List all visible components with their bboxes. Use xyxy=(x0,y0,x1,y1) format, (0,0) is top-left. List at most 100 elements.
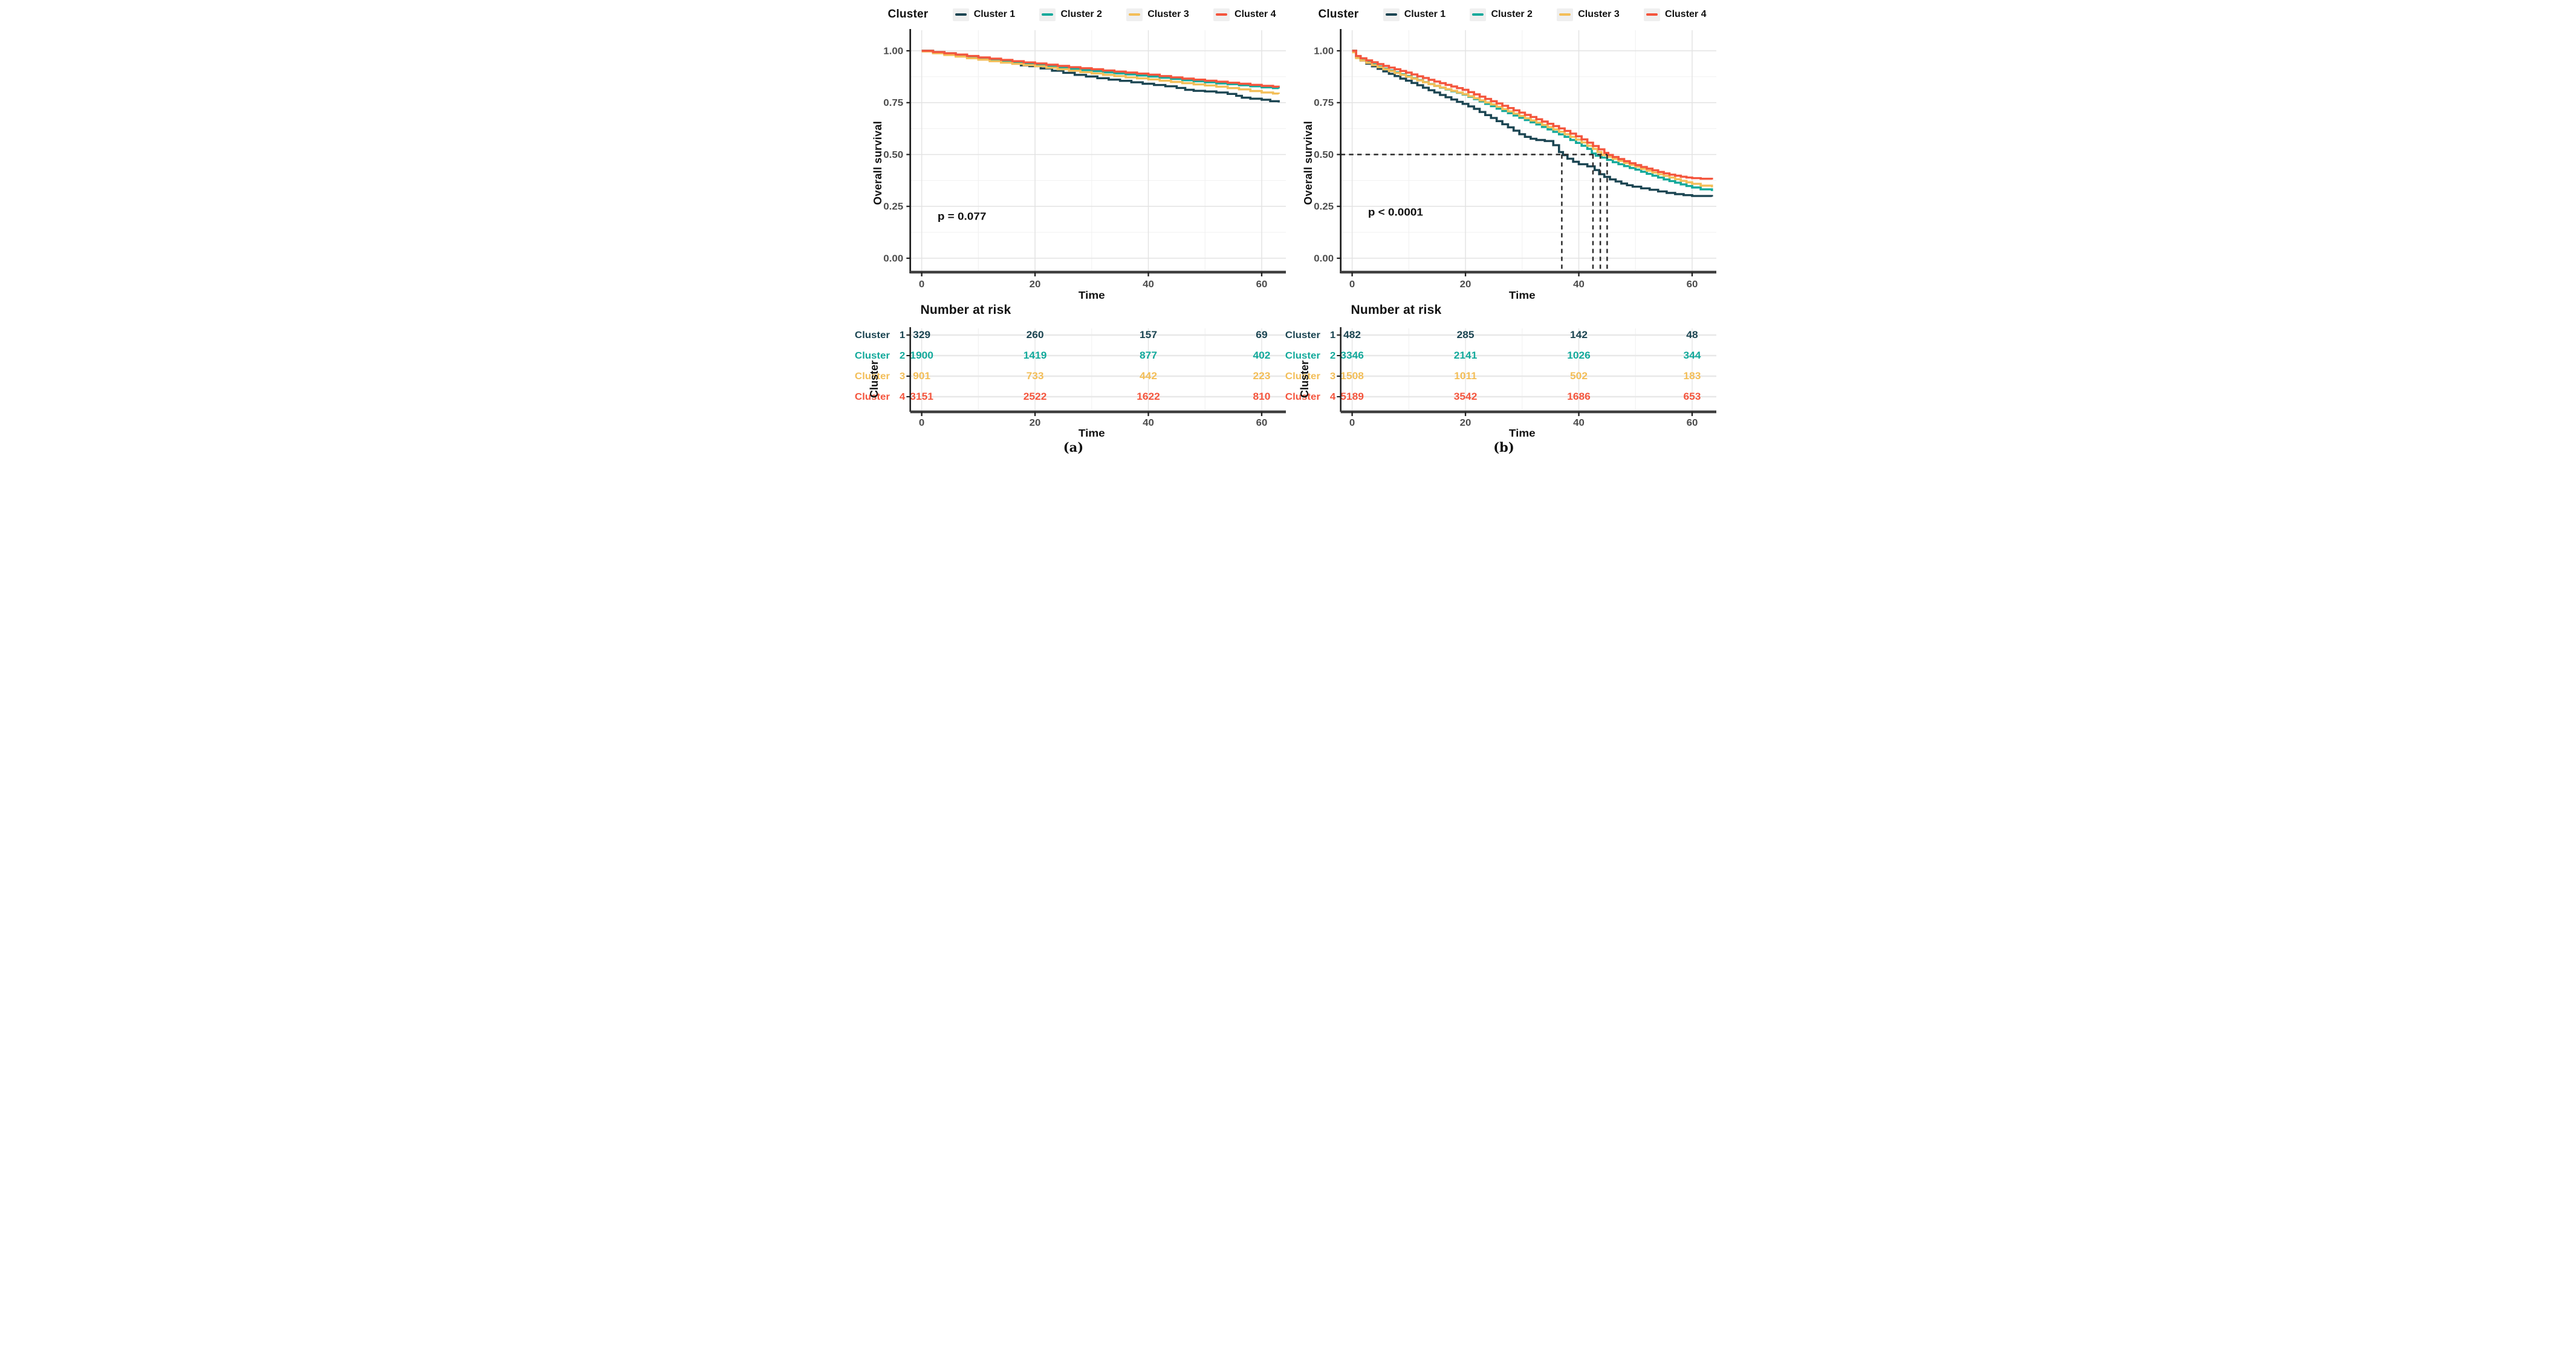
legend-item-label: Cluster 2 xyxy=(1060,9,1102,19)
legend-key-icon xyxy=(1213,8,1230,21)
legend-item-cluster-3: Cluster 3 xyxy=(1557,8,1620,21)
legend-item-cluster-1: Cluster 1 xyxy=(952,8,1016,21)
risk-value: 1686 xyxy=(1567,391,1591,402)
legend-line-swatch xyxy=(1129,13,1141,16)
y-tick-label: 1.00 xyxy=(883,46,903,57)
risk-table-title: Number at risk xyxy=(1351,303,1442,317)
legend-item-cluster-2: Cluster 2 xyxy=(1039,8,1102,21)
risk-value: 1419 xyxy=(1023,350,1046,361)
risk-value: 223 xyxy=(1253,370,1270,382)
risk-table: Cluster Cluster 1 482 285 142 48 Cluster 2 3346 2… xyxy=(1285,321,1716,439)
risk-value: 3346 xyxy=(1340,350,1364,361)
risk-value: 733 xyxy=(1026,370,1043,382)
risk-table: Cluster Cluster 1 329 260 157 69 Cluster 2 1900 1… xyxy=(854,321,1286,439)
legend-item-label: Cluster 3 xyxy=(1147,9,1189,19)
risk-x-axis-title: Time xyxy=(1508,426,1535,438)
legend-item-cluster-4: Cluster 4 xyxy=(1213,8,1276,21)
x-axis-title: Time xyxy=(1508,288,1535,301)
legend-line-swatch xyxy=(1042,13,1054,16)
risk-value: 183 xyxy=(1683,370,1701,382)
panel-letter: (a) xyxy=(1063,440,1084,455)
legend-key-icon xyxy=(1644,8,1661,21)
legend-line-swatch xyxy=(1216,13,1228,16)
risk-value: 1011 xyxy=(1454,370,1477,382)
risk-table-grid: Cluster 1 482 285 142 48 Cluster 2 3346 2141 1026 3… xyxy=(1285,321,1716,439)
risk-x-tick-label: 40 xyxy=(1573,417,1585,428)
y-axis-title: Overall survival xyxy=(1302,121,1314,205)
risk-x-tick-label: 40 xyxy=(1143,417,1154,428)
risk-value: 653 xyxy=(1683,391,1701,402)
risk-value: 1622 xyxy=(1137,391,1160,402)
risk-row-label: Cluster xyxy=(1285,371,1320,382)
x-tick-label: 0 xyxy=(1349,279,1354,290)
legend: Cluster Cluster 1 Cluster 2 Cluster 3 Clust… xyxy=(1292,4,1716,25)
risk-value: 502 xyxy=(1570,370,1588,382)
p-value-label: p < 0.0001 xyxy=(1367,206,1423,218)
legend-line-swatch xyxy=(1646,13,1658,16)
risk-x-tick-label: 60 xyxy=(1686,417,1698,428)
legend-item-label: Cluster 4 xyxy=(1665,9,1707,19)
risk-row-number: 2 xyxy=(899,350,904,361)
panel-letter: (b) xyxy=(1493,440,1514,455)
legend-key-icon xyxy=(1039,8,1056,21)
risk-value: 48 xyxy=(1686,329,1698,340)
y-tick-label: 0.00 xyxy=(883,253,903,264)
legend-line-swatch xyxy=(1472,13,1484,16)
risk-x-tick-label: 60 xyxy=(1256,417,1267,428)
risk-value: 1026 xyxy=(1567,350,1591,361)
legend-item-label: Cluster 2 xyxy=(1491,9,1533,19)
y-tick-label: 0.00 xyxy=(1314,253,1334,264)
legend-item-label: Cluster 4 xyxy=(1234,9,1276,19)
risk-value: 344 xyxy=(1683,350,1701,361)
legend-item-cluster-2: Cluster 2 xyxy=(1470,8,1533,21)
km-survival-figure: Cluster Cluster 1 Cluster 2 Cluster 3 Clust… xyxy=(854,0,1719,455)
risk-row-label: Cluster xyxy=(1285,391,1320,402)
risk-value: 1508 xyxy=(1340,370,1364,382)
legend-line-swatch xyxy=(955,13,967,16)
legend-key-icon xyxy=(1557,8,1574,21)
km-plot: 1.00 0.75 0.50 0.25 0.00 0 20 40 60 p < 0.0001 Tim… xyxy=(1309,25,1716,301)
legend-key-icon xyxy=(952,8,969,21)
legend-item-label: Cluster 3 xyxy=(1578,9,1620,19)
x-tick-label: 20 xyxy=(1459,279,1471,290)
risk-value: 157 xyxy=(1140,329,1157,340)
risk-row-label: Cluster xyxy=(854,371,890,382)
risk-row-label: Cluster xyxy=(1285,330,1320,340)
risk-row-number: 1 xyxy=(899,330,904,340)
km-curve-cluster-1 xyxy=(1352,50,1713,197)
legend-item-cluster-3: Cluster 3 xyxy=(1126,8,1189,21)
legend-item-label: Cluster 1 xyxy=(973,9,1016,19)
km-plot-svg: 1.00 0.75 0.50 0.25 0.00 0 20 40 60 p < 0.0001 Tim… xyxy=(1314,29,1716,301)
legend-key-icon xyxy=(1383,8,1400,21)
plot-row: Overall survival 1.00 0.75 0.50 0.25 0.00 0 20… xyxy=(861,25,1286,301)
risk-value: 810 xyxy=(1253,391,1270,402)
legend: Cluster Cluster 1 Cluster 2 Cluster 3 Clust… xyxy=(861,4,1286,25)
risk-value: 442 xyxy=(1140,370,1157,382)
risk-table-title: Number at risk xyxy=(920,303,1011,317)
y-tick-label: 0.75 xyxy=(883,98,903,109)
x-axis-title: Time xyxy=(1078,288,1105,301)
x-tick-label: 40 xyxy=(1143,279,1154,290)
km-curve-cluster-4 xyxy=(921,50,1280,88)
x-tick-label: 40 xyxy=(1573,279,1585,290)
legend-line-swatch xyxy=(1559,13,1571,16)
y-tick-label: 0.50 xyxy=(1314,149,1334,160)
y-tick-label: 1.00 xyxy=(1314,46,1334,57)
y-tick-label: 0.25 xyxy=(1314,201,1334,212)
risk-value: 260 xyxy=(1026,329,1043,340)
legend-key-icon xyxy=(1470,8,1487,21)
x-tick-label: 60 xyxy=(1686,279,1698,290)
risk-value: 2522 xyxy=(1023,391,1046,402)
risk-x-tick-label: 0 xyxy=(918,417,924,428)
risk-row-number: 4 xyxy=(899,391,905,402)
risk-value: 2141 xyxy=(1453,350,1477,361)
risk-value: 901 xyxy=(913,370,930,382)
risk-x-tick-label: 20 xyxy=(1029,417,1040,428)
risk-row-label: Cluster xyxy=(854,330,890,340)
risk-value: 3542 xyxy=(1453,391,1477,402)
risk-value: 1900 xyxy=(910,350,933,361)
risk-row-number: 3 xyxy=(899,371,904,382)
p-value-label: p = 0.077 xyxy=(937,210,986,222)
risk-value: 285 xyxy=(1456,329,1474,340)
plot-row: Overall survival 1.00 0.75 0.50 0.25 0.00 0 20… xyxy=(1292,25,1716,301)
